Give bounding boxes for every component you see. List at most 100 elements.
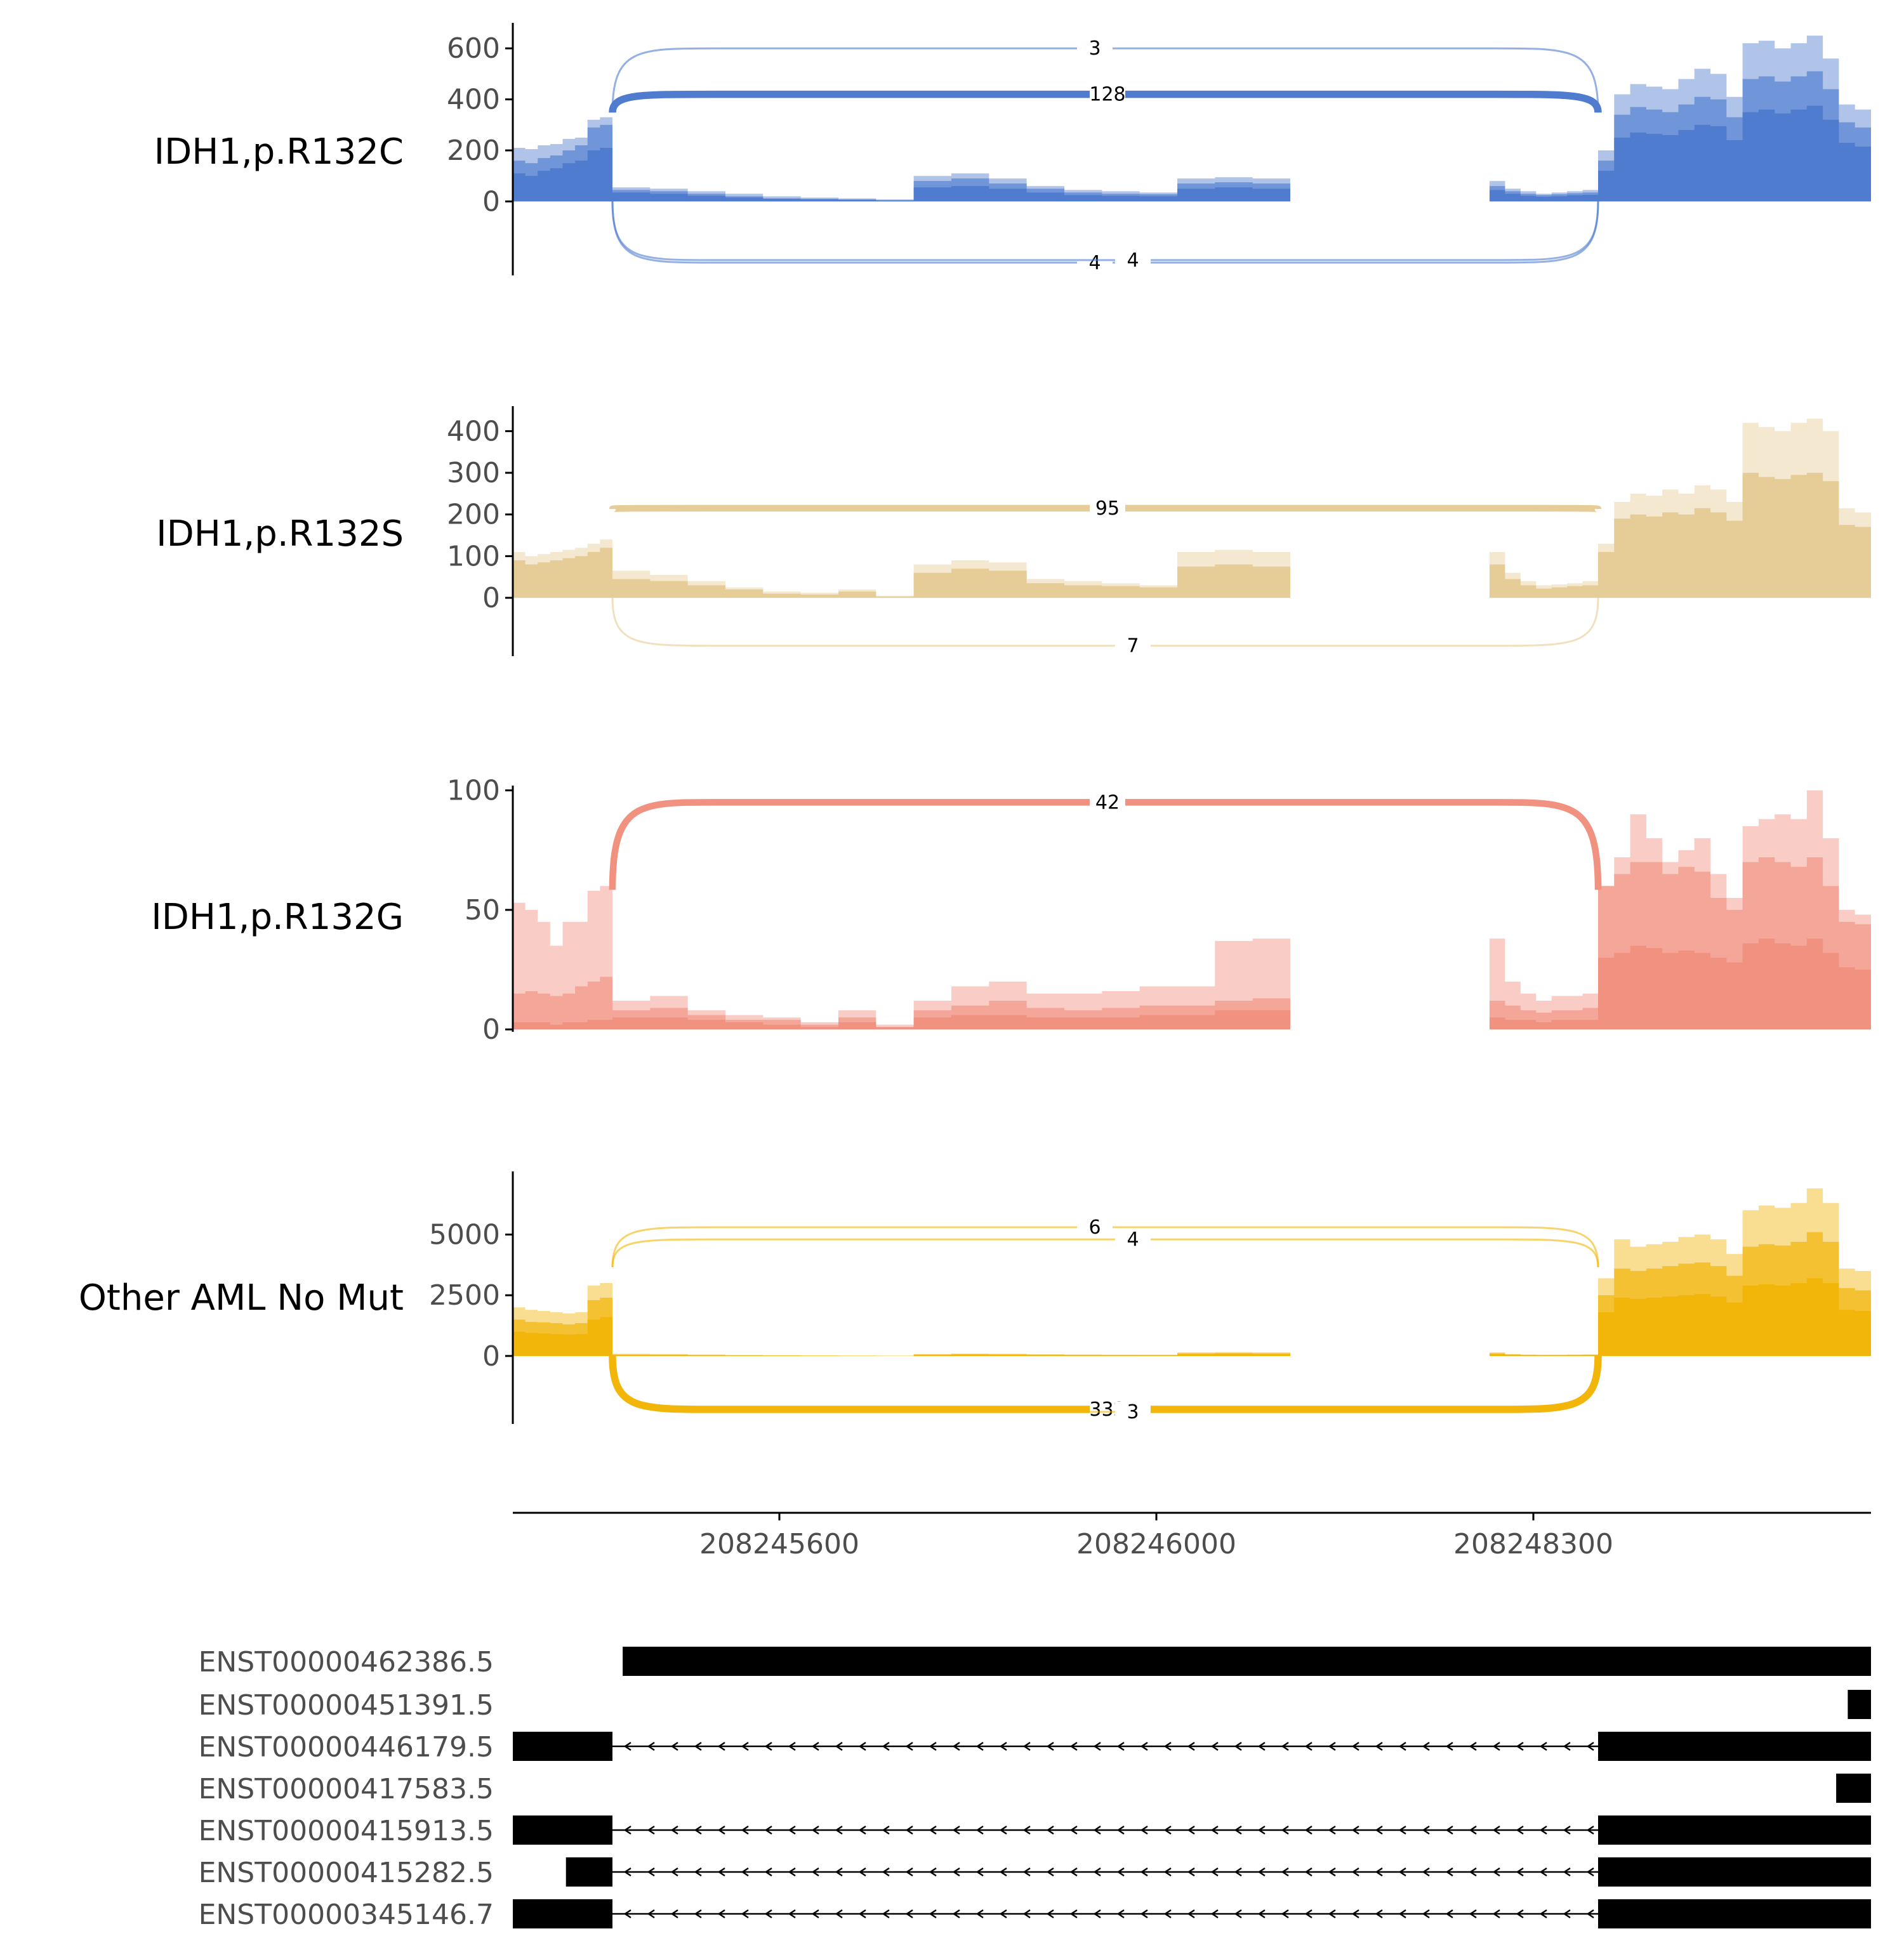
strand-arrow bbox=[788, 1867, 796, 1877]
strand-arrow bbox=[1422, 1909, 1430, 1919]
strand-arrow bbox=[1351, 1825, 1359, 1835]
strand-arrow bbox=[1046, 1741, 1054, 1751]
strand-arrow bbox=[717, 1867, 725, 1877]
y-tick-label: 200 bbox=[447, 135, 500, 167]
junction-arc bbox=[611, 1238, 1599, 1267]
strand-arrow bbox=[1328, 1825, 1336, 1835]
strand-arrow bbox=[1093, 1867, 1101, 1877]
y-tick-label: 0 bbox=[482, 185, 500, 218]
panel-2: 42 0 50 100 IDH1,p.R132G bbox=[151, 775, 1871, 1046]
coverage-area bbox=[612, 939, 1290, 1030]
strand-arrow bbox=[999, 1825, 1007, 1835]
transcript-id-label: ENST00000415282.5 bbox=[199, 1857, 494, 1889]
strand-arrow bbox=[905, 1741, 913, 1751]
junction-count-label: 128 bbox=[1089, 84, 1125, 106]
strand-arrow bbox=[1586, 1825, 1594, 1835]
x-tick-label: 208245600 bbox=[699, 1528, 859, 1560]
strand-arrow bbox=[835, 1825, 843, 1835]
strand-arrow bbox=[1116, 1741, 1125, 1751]
strand-arrow bbox=[858, 1825, 866, 1835]
coverage-area bbox=[612, 1010, 1290, 1030]
strand-arrow bbox=[1046, 1825, 1054, 1835]
transcript-id-label: ENST00000451391.5 bbox=[199, 1689, 494, 1722]
strand-arrow bbox=[952, 1741, 960, 1751]
strand-arrow bbox=[929, 1909, 937, 1919]
junction-count-label: 4 bbox=[1127, 1229, 1139, 1251]
strand-arrow bbox=[882, 1909, 890, 1919]
junction-label-bg bbox=[1077, 252, 1113, 273]
strand-arrow bbox=[1046, 1867, 1054, 1877]
transcript-id-label: ENST00000417583.5 bbox=[199, 1773, 494, 1805]
strand-arrow bbox=[1304, 1909, 1312, 1919]
strand-arrow bbox=[1586, 1741, 1594, 1751]
strand-arrow bbox=[647, 1741, 655, 1751]
strand-arrow bbox=[1516, 1741, 1524, 1751]
strand-arrow bbox=[858, 1867, 866, 1877]
strand-arrow bbox=[858, 1909, 866, 1919]
strand-arrow bbox=[1516, 1909, 1524, 1919]
strand-arrow bbox=[670, 1867, 678, 1877]
strand-arrow bbox=[1210, 1825, 1219, 1835]
strand-arrow bbox=[952, 1825, 960, 1835]
transcript-row: ENST00000345146.7 bbox=[199, 1899, 1871, 1931]
junction-count-label: 6 bbox=[1088, 1216, 1101, 1239]
strand-arrow bbox=[1351, 1909, 1359, 1919]
strand-arrow bbox=[929, 1741, 937, 1751]
strand-arrow bbox=[1281, 1909, 1289, 1919]
coverage-area bbox=[612, 1353, 1290, 1356]
strand-arrow bbox=[929, 1825, 937, 1835]
strand-arrow bbox=[975, 1825, 984, 1835]
y-tick-label: 50 bbox=[465, 894, 500, 926]
exon-block bbox=[1836, 1774, 1871, 1803]
strand-arrow bbox=[1234, 1867, 1242, 1877]
strand-arrow bbox=[1187, 1825, 1195, 1835]
coverage-area bbox=[612, 1354, 1290, 1356]
strand-arrow bbox=[1140, 1825, 1148, 1835]
strand-arrow bbox=[811, 1825, 819, 1835]
strand-arrow bbox=[647, 1909, 655, 1919]
strand-arrow bbox=[623, 1909, 631, 1919]
strand-arrow bbox=[1492, 1825, 1500, 1835]
strand-arrow bbox=[1163, 1867, 1172, 1877]
strand-arrow bbox=[999, 1909, 1007, 1919]
exon-block bbox=[1598, 1815, 1871, 1845]
strand-arrow bbox=[1022, 1825, 1031, 1835]
strand-arrow bbox=[764, 1825, 772, 1835]
junction-label-bg bbox=[1115, 1401, 1151, 1422]
strand-arrow bbox=[741, 1825, 749, 1835]
exon-block bbox=[513, 1815, 612, 1845]
junction-label-bg bbox=[1077, 1217, 1113, 1238]
strand-arrow bbox=[623, 1825, 631, 1835]
strand-arrow bbox=[1046, 1909, 1054, 1919]
strand-arrow bbox=[1257, 1825, 1266, 1835]
coverage-area bbox=[1598, 105, 1871, 202]
strand-arrow bbox=[1445, 1909, 1453, 1919]
junction-arc bbox=[611, 598, 1599, 647]
strand-arrow bbox=[1257, 1741, 1266, 1751]
strand-arrow bbox=[1422, 1825, 1430, 1835]
strand-arrow bbox=[1469, 1741, 1477, 1751]
y-tick-label: 0 bbox=[482, 582, 500, 614]
strand-arrow bbox=[1304, 1741, 1312, 1751]
coverage-area bbox=[513, 548, 612, 598]
strand-arrow bbox=[929, 1867, 937, 1877]
coverage-area bbox=[1490, 1017, 1598, 1030]
strand-arrow bbox=[1234, 1825, 1242, 1835]
strand-arrow bbox=[882, 1825, 890, 1835]
y-tick-label: 200 bbox=[447, 499, 500, 531]
strand-arrow bbox=[1539, 1909, 1547, 1919]
strand-arrow bbox=[1492, 1909, 1500, 1919]
strand-arrow bbox=[670, 1909, 678, 1919]
strand-arrow bbox=[764, 1867, 772, 1877]
strand-arrow bbox=[623, 1741, 631, 1751]
strand-arrow bbox=[1398, 1909, 1406, 1919]
strand-arrow bbox=[1069, 1867, 1078, 1877]
junction-arc bbox=[611, 201, 1599, 261]
strand-arrow bbox=[1210, 1909, 1219, 1919]
strand-arrow bbox=[1093, 1909, 1101, 1919]
strand-arrow bbox=[764, 1741, 772, 1751]
strand-arrow bbox=[1398, 1825, 1406, 1835]
y-tick-label: 600 bbox=[447, 32, 500, 65]
coverage-area bbox=[513, 1020, 612, 1030]
coverage-area bbox=[513, 977, 612, 1030]
